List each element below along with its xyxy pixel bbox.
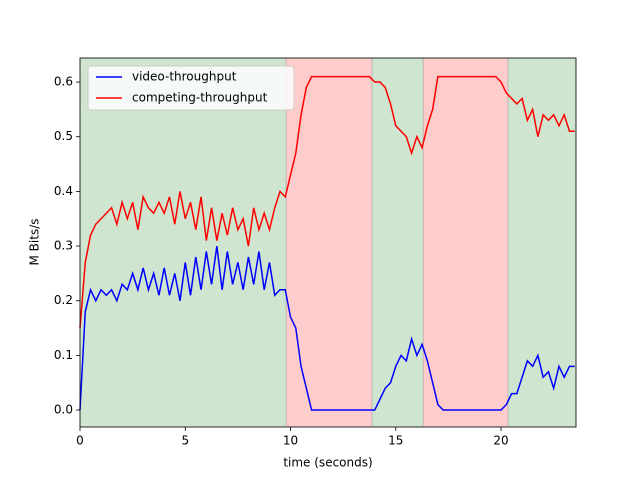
x-axis-label: time (seconds) — [283, 456, 372, 470]
x-tick-label: 10 — [283, 434, 298, 448]
x-tick-label: 5 — [181, 434, 189, 448]
plot-frame — [79, 57, 577, 428]
y-axis-label: M Bits/s — [28, 219, 42, 266]
series-line — [79, 75, 575, 329]
y-tick-label: 0.5 — [54, 129, 73, 143]
shaded-region — [371, 57, 424, 428]
legend-box — [87, 65, 295, 111]
y-tick-label: 0.0 — [54, 403, 73, 417]
y-tick-label: 0.6 — [54, 75, 73, 89]
legend-label: video-throughput — [132, 70, 237, 84]
y-tick-label: 0.1 — [54, 348, 73, 362]
y-tick-label: 0.4 — [54, 184, 73, 198]
x-tick-label: 15 — [388, 434, 403, 448]
shaded-region — [422, 57, 509, 428]
shaded-region — [285, 57, 373, 428]
y-tick-label: 0.2 — [54, 293, 73, 307]
series-line — [79, 245, 575, 411]
y-tick-label: 0.3 — [54, 239, 73, 253]
legend-label: competing-throughput — [132, 91, 268, 105]
x-tick-label: 0 — [76, 434, 84, 448]
shaded-region — [79, 57, 287, 428]
x-tick-label: 20 — [493, 434, 508, 448]
